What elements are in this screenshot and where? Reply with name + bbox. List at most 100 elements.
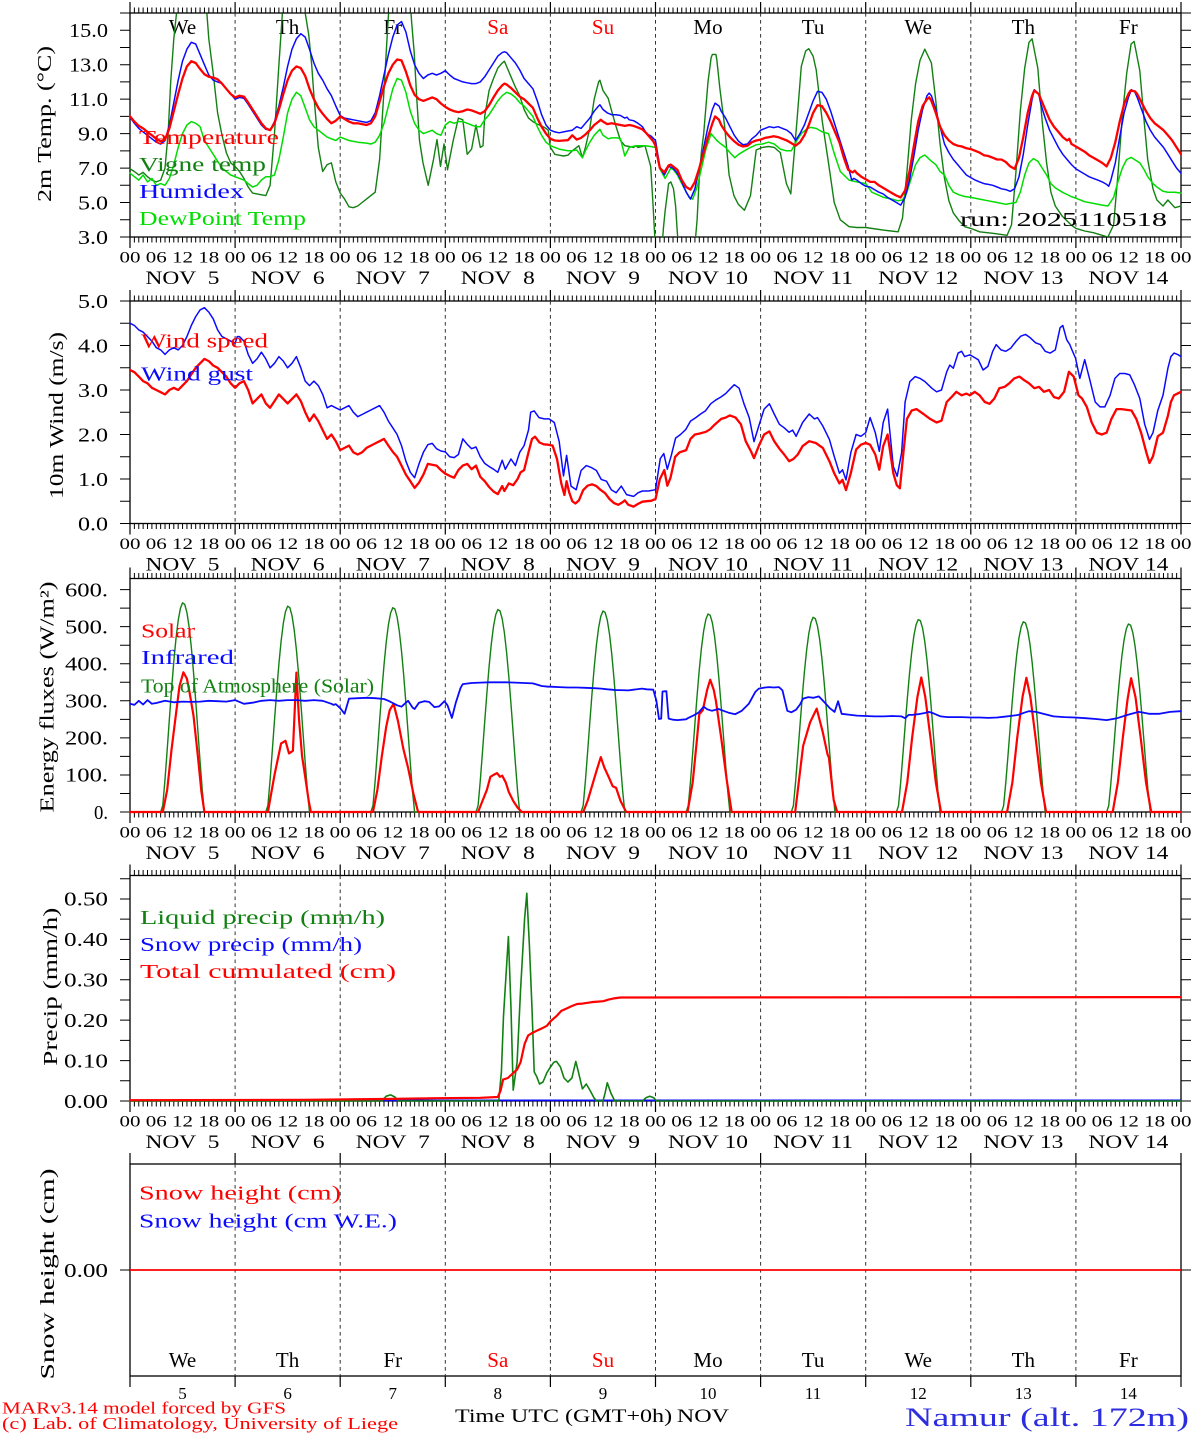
svg-text:NOV 6: NOV 6	[251, 268, 325, 289]
svg-text:12: 12	[593, 250, 614, 267]
svg-text:12: 12	[908, 536, 929, 553]
svg-text:06: 06	[461, 825, 482, 842]
svg-text:NOV 13: NOV 13	[983, 1132, 1063, 1153]
svg-text:18: 18	[724, 250, 745, 267]
svg-text:12: 12	[487, 250, 508, 267]
svg-text:06: 06	[251, 1114, 272, 1131]
svg-text:Total cumulated (cm): Total cumulated (cm)	[140, 961, 396, 983]
svg-text:18: 18	[409, 825, 430, 842]
svg-text:18: 18	[1039, 825, 1060, 842]
svg-text:18: 18	[619, 825, 640, 842]
svg-text:12: 12	[593, 1114, 614, 1131]
svg-text:2m Temp. (°C): 2m Temp. (°C)	[34, 46, 56, 202]
svg-text:0.: 0.	[94, 802, 108, 824]
svg-text:06: 06	[882, 250, 903, 267]
svg-text:18: 18	[303, 825, 324, 842]
svg-text:Infrared: Infrared	[141, 647, 234, 669]
svg-text:18: 18	[409, 250, 430, 267]
svg-text:600.: 600.	[65, 579, 108, 601]
svg-text:18: 18	[303, 250, 324, 267]
svg-text:14: 14	[1120, 1384, 1138, 1403]
svg-text:00: 00	[750, 1114, 771, 1131]
svg-text:00: 00	[435, 250, 456, 267]
svg-text:Tu: Tu	[802, 15, 825, 39]
svg-text:00: 00	[435, 825, 456, 842]
svg-text:We: We	[169, 1348, 196, 1372]
svg-text:18: 18	[514, 825, 535, 842]
svg-text:run: 2025110518: run: 2025110518	[960, 209, 1167, 231]
svg-text:18: 18	[934, 825, 955, 842]
svg-text:12: 12	[382, 536, 403, 553]
svg-text:12: 12	[1118, 1114, 1139, 1131]
svg-text:3.0: 3.0	[78, 227, 108, 249]
svg-text:NOV 10: NOV 10	[668, 555, 748, 576]
svg-text:12: 12	[1013, 825, 1034, 842]
svg-text:18: 18	[934, 1114, 955, 1131]
svg-text:06: 06	[566, 536, 587, 553]
svg-text:5.0: 5.0	[78, 291, 108, 313]
svg-text:00: 00	[960, 825, 981, 842]
svg-text:0.50: 0.50	[64, 889, 108, 911]
svg-text:NOV 9: NOV 9	[566, 843, 640, 864]
svg-text:NOV 6: NOV 6	[251, 555, 325, 576]
svg-text:06: 06	[356, 825, 377, 842]
svg-text:18: 18	[1144, 250, 1165, 267]
svg-text:18: 18	[1144, 536, 1165, 553]
svg-text:00: 00	[855, 250, 876, 267]
svg-text:00: 00	[540, 1114, 561, 1131]
svg-text:06: 06	[146, 1114, 167, 1131]
svg-text:00: 00	[120, 1114, 141, 1131]
svg-text:NOV 8: NOV 8	[461, 268, 535, 289]
svg-text:Time UTC (GMT+0h) NOV: Time UTC (GMT+0h) NOV	[455, 1406, 729, 1427]
svg-text:06: 06	[251, 536, 272, 553]
svg-text:12: 12	[172, 536, 193, 553]
svg-text:NOV 14: NOV 14	[1088, 268, 1169, 289]
svg-text:06: 06	[776, 536, 797, 553]
svg-text:Tu: Tu	[802, 1348, 825, 1372]
svg-text:MARv3.14 model forced by GFS: MARv3.14 model forced by GFS	[2, 1399, 286, 1418]
svg-text:18: 18	[724, 536, 745, 553]
svg-text:12: 12	[803, 536, 824, 553]
svg-text:06: 06	[1092, 825, 1113, 842]
svg-text:0.00: 0.00	[64, 1091, 108, 1113]
svg-text:NOV 13: NOV 13	[983, 843, 1063, 864]
svg-text:00: 00	[120, 250, 141, 267]
svg-text:18: 18	[829, 825, 850, 842]
svg-text:06: 06	[671, 825, 692, 842]
svg-text:200.: 200.	[65, 728, 108, 750]
svg-text:9: 9	[599, 1384, 608, 1403]
svg-text:NOV 7: NOV 7	[356, 1132, 430, 1153]
svg-text:00: 00	[540, 536, 561, 553]
svg-text:06: 06	[987, 1114, 1008, 1131]
svg-text:4.0: 4.0	[78, 335, 108, 357]
svg-text:Top of Atmosphere (Solar): Top of Atmosphere (Solar)	[141, 676, 374, 698]
svg-text:Energy fluxes (W/m²): Energy fluxes (W/m²)	[37, 582, 59, 813]
svg-text:0.00: 0.00	[64, 1260, 108, 1282]
svg-text:18: 18	[198, 536, 219, 553]
svg-text:00: 00	[1171, 825, 1192, 842]
svg-text:12: 12	[908, 825, 929, 842]
svg-text:Humidex: Humidex	[139, 181, 244, 203]
svg-text:12: 12	[1118, 825, 1139, 842]
svg-text:00: 00	[330, 825, 351, 842]
svg-text:9.0: 9.0	[78, 123, 108, 145]
svg-text:00: 00	[1171, 1114, 1192, 1131]
svg-text:We: We	[904, 15, 931, 39]
svg-text:06: 06	[461, 1114, 482, 1131]
svg-text:12: 12	[803, 250, 824, 267]
svg-text:Temperature: Temperature	[139, 127, 279, 149]
svg-text:Namur (alt. 172m): Namur (alt. 172m)	[905, 1403, 1189, 1432]
svg-text:00: 00	[1065, 1114, 1086, 1131]
svg-text:NOV 14: NOV 14	[1088, 555, 1169, 576]
svg-text:100.: 100.	[65, 765, 108, 787]
svg-text:NOV 13: NOV 13	[983, 555, 1063, 576]
svg-text:7.0: 7.0	[78, 158, 108, 180]
svg-text:06: 06	[251, 825, 272, 842]
svg-text:00: 00	[645, 1114, 666, 1131]
svg-text:00: 00	[330, 250, 351, 267]
svg-text:Wind speed: Wind speed	[141, 331, 268, 353]
svg-text:18: 18	[619, 250, 640, 267]
svg-text:NOV 10: NOV 10	[668, 268, 748, 289]
svg-text:00: 00	[960, 536, 981, 553]
svg-text:12: 12	[1013, 250, 1034, 267]
